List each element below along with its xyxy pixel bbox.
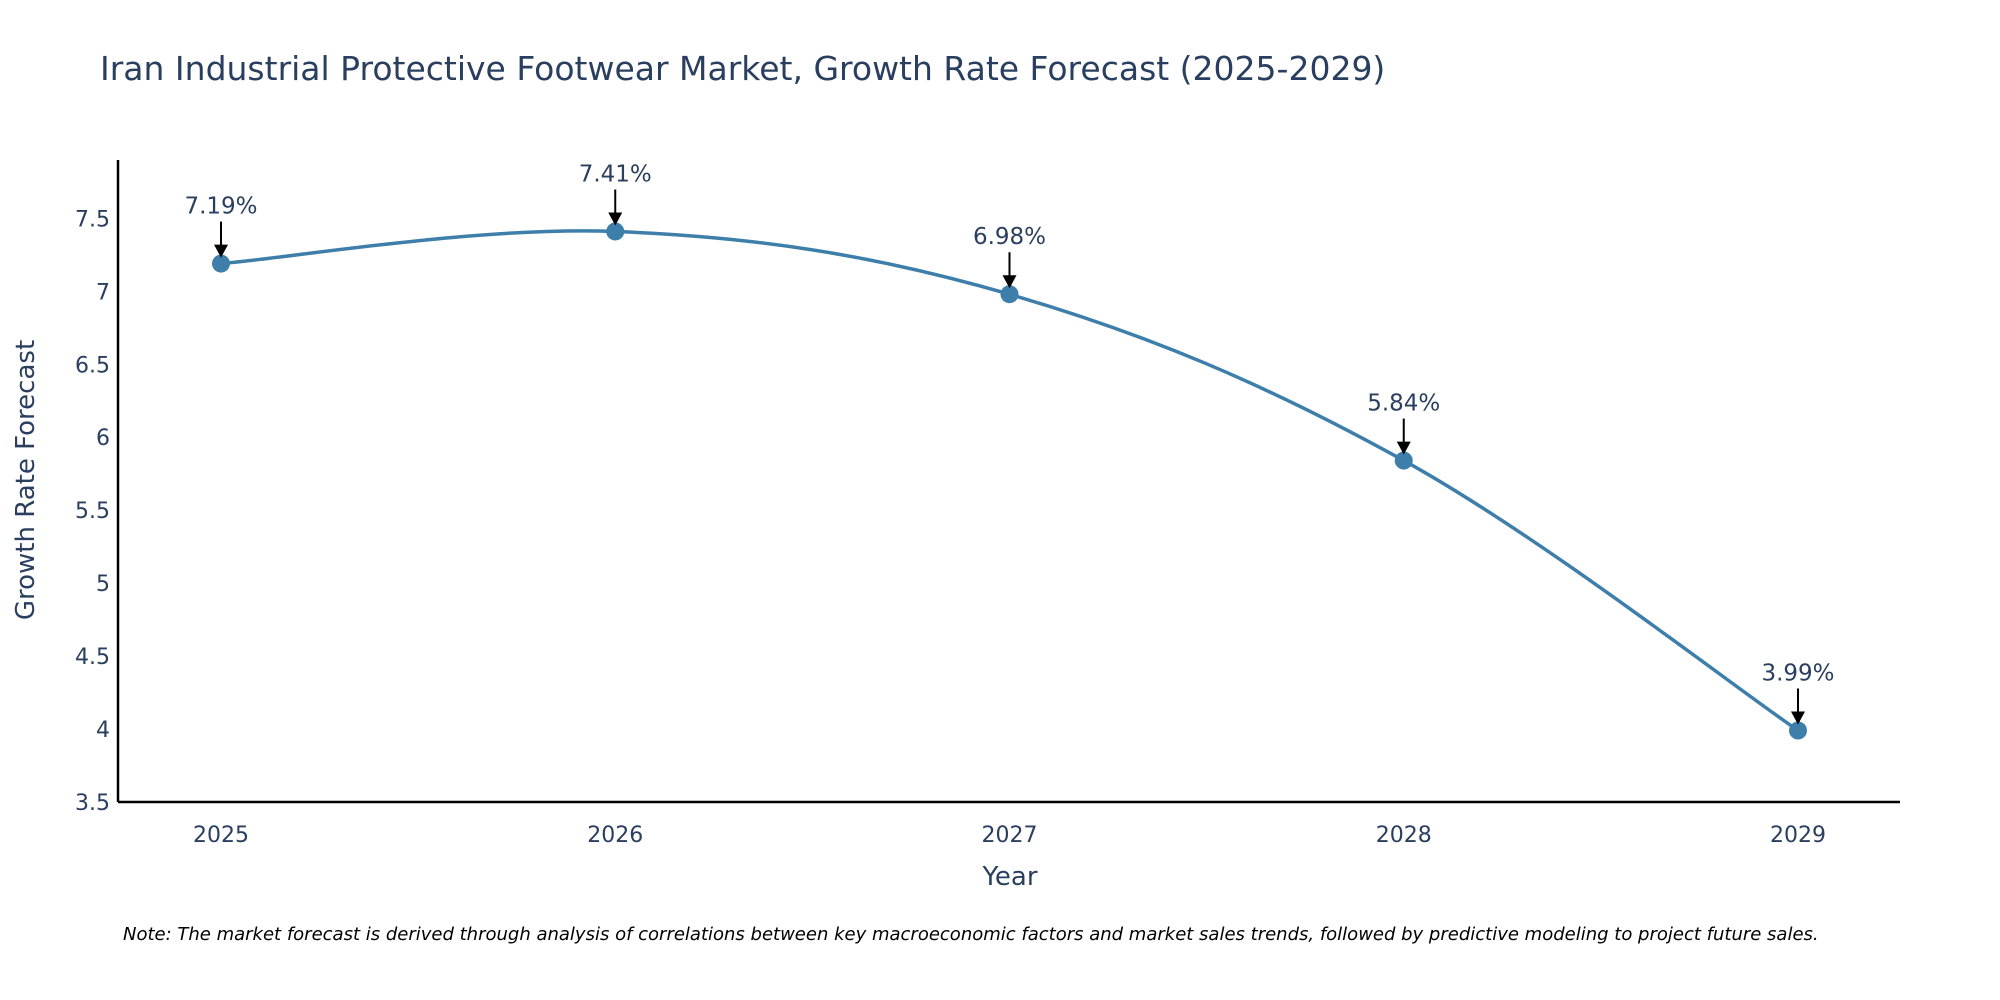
annotation-arrow-head [214,244,228,258]
data-point [212,254,230,273]
y-tick-label: 5 [96,572,110,597]
x-tick-label: 2027 [982,823,1038,848]
annotation-arrow-head [1791,711,1805,725]
y-tick-label: 6.5 [75,353,110,378]
footnote: Note: The market forecast is derived thr… [123,924,1819,945]
data-points [212,222,1807,740]
x-axis-ticks: 2025 2026 2027 2028 2029 [193,823,1826,848]
x-tick-label: 2028 [1376,823,1432,848]
series-line [220,229,1799,732]
x-axis-title: Year [981,862,1037,892]
data-label: 6.98% [973,224,1046,250]
data-point [606,222,625,241]
data-annotations: 7.19% 7.41% 6.98% 5.84% 3.99% [184,161,1835,725]
data-point [1394,451,1413,470]
annotation-arrow-head [1396,441,1411,455]
x-tick-label: 2025 [193,823,249,848]
y-axis-ticks: 3.5 4 4.5 5 5.5 6 6.5 7 7.5 [75,207,110,816]
y-tick-label: 6 [96,426,110,451]
y-tick-label: 4 [96,718,110,743]
y-tick-label: 7.5 [75,207,110,232]
y-tick-label: 5.5 [75,499,110,524]
y-tick-label: 4.5 [75,645,110,670]
annotation-arrow-head [1002,275,1017,289]
y-tick-label: 3.5 [75,791,110,816]
x-tick-label: 2026 [587,823,643,848]
data-point [1000,285,1019,304]
y-axis-title: Growth Rate Forecast [11,340,41,620]
data-label: 3.99% [1761,661,1834,687]
data-label: 7.41% [579,161,652,187]
data-label: 5.84% [1367,391,1440,417]
x-tick-label: 2029 [1770,823,1826,848]
annotation-arrow-head [608,212,623,226]
data-point [1789,721,1807,740]
data-label: 7.19% [184,194,257,220]
chart-title: Iran Industrial Protective Footwear Mark… [100,49,1385,88]
y-tick-label: 7 [96,280,110,305]
